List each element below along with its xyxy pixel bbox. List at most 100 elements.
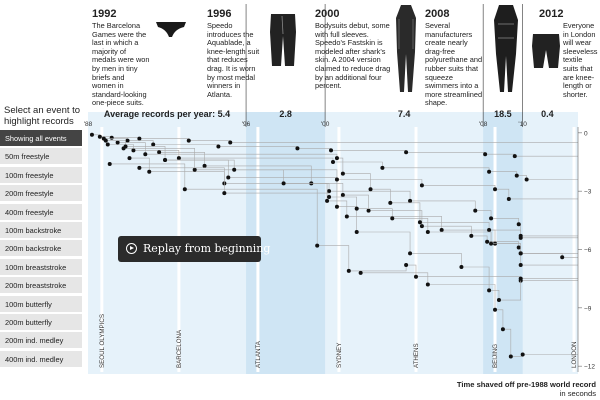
record-point [147, 169, 152, 174]
record-point [105, 142, 110, 147]
record-point [354, 206, 359, 211]
record-point [226, 175, 231, 180]
record-line [107, 144, 578, 180]
event-item[interactable]: 50m freestyle [0, 148, 82, 166]
x-tick-label: '10 [518, 121, 527, 128]
record-point [354, 230, 359, 234]
record-point [137, 136, 142, 141]
event-item[interactable]: 200m butterfly [0, 314, 82, 331]
event-item[interactable]: 100m butterfly [0, 295, 82, 313]
record-point [329, 148, 334, 153]
olympic-label: BEIJING [492, 344, 499, 368]
y-tick-label: −6 [584, 247, 592, 254]
bodysuit-icon [396, 5, 416, 92]
event-item[interactable]: 100m backstroke [0, 222, 82, 239]
era-text: Bodysuits debut, some with full sleeves.… [315, 21, 391, 91]
record-point [334, 204, 339, 209]
shaded-era [483, 112, 523, 374]
y-tick-label: −3 [584, 189, 592, 196]
event-item[interactable]: 400m freestyle [0, 203, 82, 221]
era-year: 1992 [92, 8, 117, 20]
record-point [186, 138, 191, 143]
event-item[interactable]: 200m freestyle [0, 185, 82, 203]
record-point [417, 220, 422, 225]
record-point [489, 241, 494, 246]
y-axis-unit: in seconds [559, 389, 596, 398]
record-point [109, 135, 114, 140]
record-point [340, 193, 345, 198]
record-point [334, 177, 339, 182]
play-icon [126, 243, 137, 254]
record-point [315, 243, 320, 248]
record-point [413, 274, 418, 279]
kneeskin-icon [270, 14, 296, 66]
record-point [380, 165, 385, 170]
record-point [439, 228, 444, 233]
record-point [408, 198, 413, 203]
record-point [157, 150, 162, 155]
record-point [518, 263, 523, 268]
record-point [89, 132, 94, 137]
record-point [331, 160, 335, 164]
record-line [105, 140, 578, 200]
event-item[interactable]: 200m backstroke [0, 240, 82, 258]
y-tick-label: 0 [584, 130, 588, 137]
record-point [518, 233, 523, 238]
record-point [487, 169, 492, 174]
y-axis-title: Time shaved off pre-1988 world record [456, 380, 596, 389]
sidebar-title: Select an event to highlight records [4, 105, 81, 127]
olympic-label: BARCELONA [176, 329, 183, 368]
record-point [368, 187, 373, 192]
record-point [508, 354, 513, 359]
record-line [139, 167, 578, 254]
record-point [327, 189, 332, 194]
record-point [487, 288, 492, 293]
record-point [388, 200, 393, 205]
record-line [117, 142, 578, 237]
lzr-suit-icon [494, 5, 518, 92]
record-point [182, 187, 187, 192]
record-point [500, 327, 505, 332]
record-point [459, 265, 464, 269]
record-point [131, 148, 136, 153]
x-tick-label: '08 [479, 121, 488, 128]
record-point [358, 270, 363, 275]
record-point [483, 152, 488, 157]
brief-icon [156, 22, 186, 37]
record-point [469, 233, 474, 238]
record-point [222, 191, 227, 196]
era-2000: 2000 Bodysuits debut, some with full sle… [315, 0, 390, 96]
record-point [127, 156, 132, 161]
record-point [516, 245, 521, 250]
record-point [125, 138, 130, 143]
record-line [103, 138, 578, 157]
era-1992: 1992 The Barcelona Games were the last i… [92, 0, 172, 107]
era-2008: 2008 Several manufacturers create nearly… [425, 0, 495, 107]
replay-button[interactable]: Replay from beginning [118, 236, 270, 262]
record-point [346, 268, 351, 273]
olympic-label: SYDNEY [336, 343, 343, 368]
event-item[interactable]: 100m breaststroke [0, 258, 82, 276]
era-1996: 1996 Speedo introduces the Aquablade, a … [207, 0, 267, 99]
record-point [344, 214, 349, 219]
event-item[interactable]: 400m ind. medley [0, 350, 82, 368]
x-tick-label: '88 [84, 121, 93, 128]
y-tick-label: −9 [584, 305, 592, 312]
era-year: 2000 [315, 8, 340, 20]
event-item[interactable]: 100m freestyle [0, 166, 82, 184]
rate-label: 7.4 [398, 109, 411, 119]
era-2012: 2012 Everyone in London will wear sleeve… [531, 0, 600, 99]
record-point [493, 187, 498, 192]
record-point [518, 276, 523, 281]
record-point [520, 352, 525, 357]
event-item[interactable]: 200m breaststroke [0, 277, 82, 295]
rate-label: Average records per year: 5.4 [104, 109, 230, 119]
record-point [404, 150, 409, 155]
event-item[interactable]: 200m ind. medley [0, 332, 82, 350]
event-all[interactable]: Showing all events [0, 130, 82, 147]
rate-label: 0.4 [541, 109, 554, 119]
record-line [109, 163, 578, 281]
record-point [202, 163, 207, 168]
record-point [295, 146, 300, 151]
